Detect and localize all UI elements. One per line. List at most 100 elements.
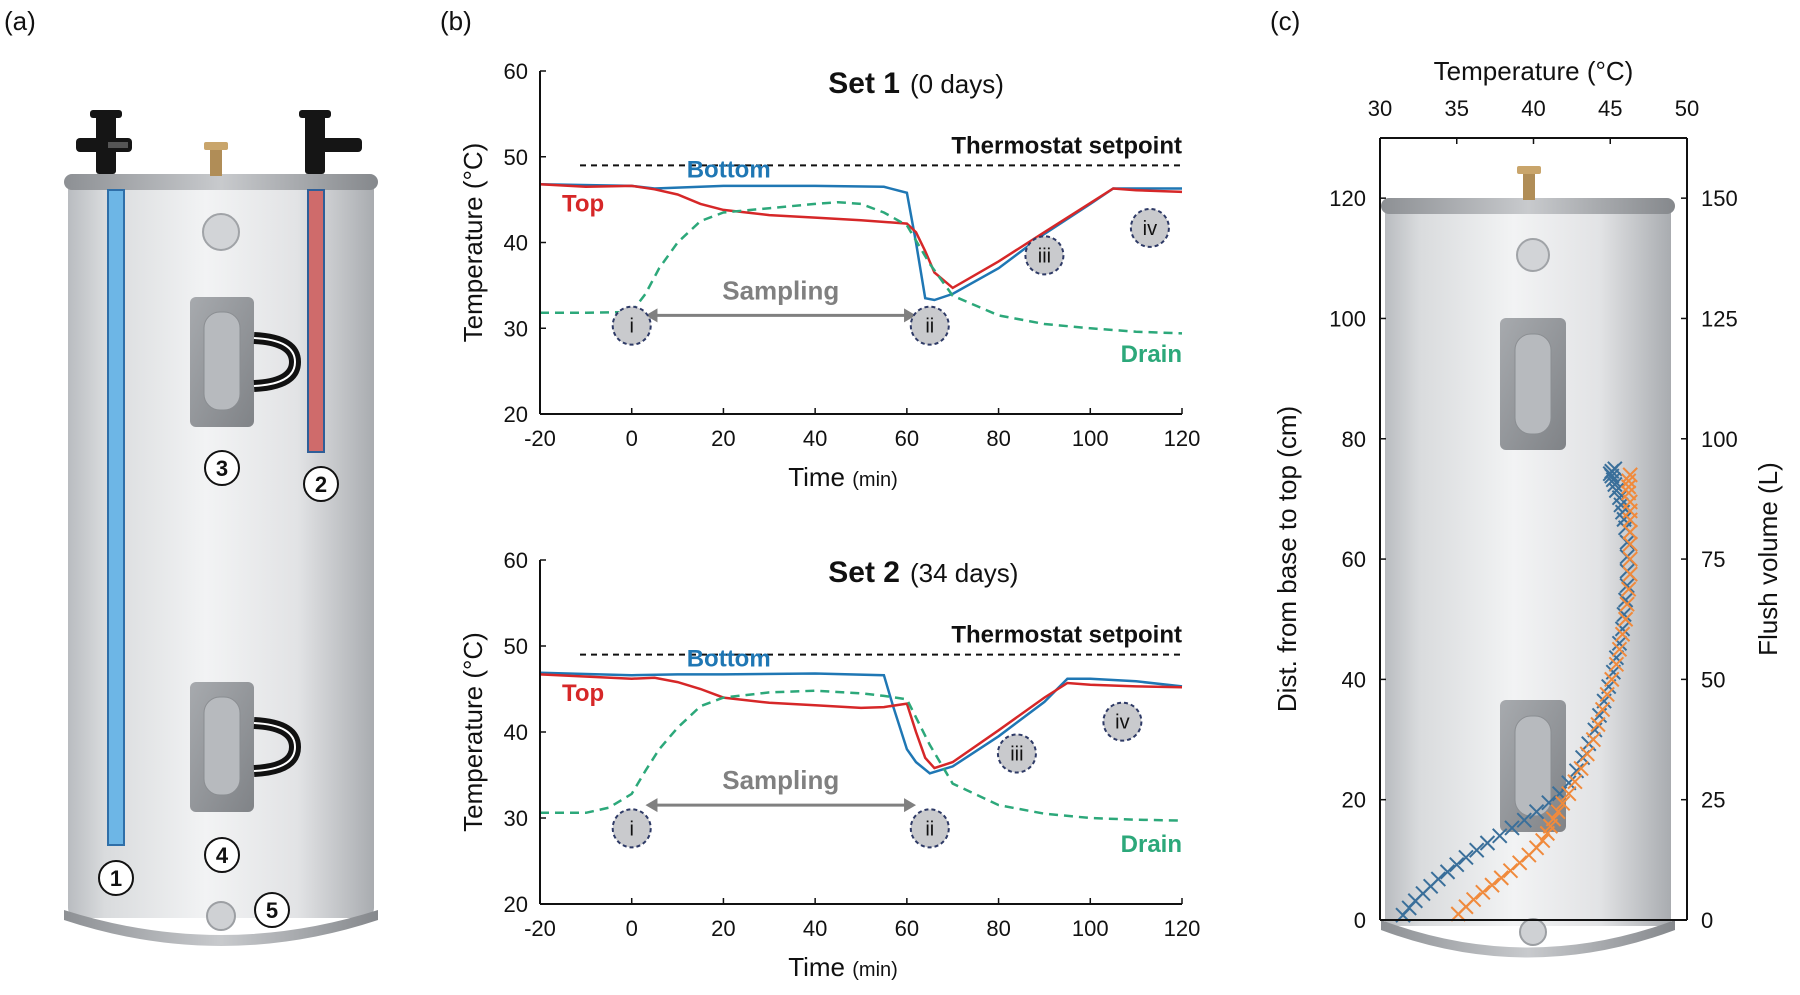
blue_cross-point <box>1611 635 1628 651</box>
set1-sampling-label: Sampling <box>722 275 839 305</box>
blue_cross-point <box>1607 461 1623 477</box>
orange-point <box>1550 804 1566 820</box>
drain-valve-icon <box>206 901 236 931</box>
tank-c-top-rim <box>1381 198 1675 214</box>
blue_cross-point <box>1619 577 1635 594</box>
set2-x-tick-label: 20 <box>711 916 735 941</box>
cold-inlet-valve-icon <box>76 110 132 174</box>
set2-top-line <box>539 673 1183 770</box>
orange-point <box>1599 686 1615 703</box>
relief-valve-icon <box>204 142 228 176</box>
orange-point <box>1590 716 1606 733</box>
tank-bottom-rim <box>64 910 378 946</box>
set2-phase-marker-iii <box>996 733 1037 774</box>
set2-x-tick-label: 60 <box>895 916 919 941</box>
profile-y-tick-label: 100 <box>1329 306 1366 331</box>
set1-y-axis-title: Temperature (°C) <box>458 143 488 343</box>
blue_cross-point <box>1449 856 1465 873</box>
profile-y2-tick-label: 100 <box>1701 427 1738 452</box>
profile-y-tick-label: 120 <box>1329 186 1366 211</box>
blue_cross-point <box>1479 835 1496 851</box>
heater-marker-label-1: 1 <box>110 866 122 891</box>
blue_cross-point <box>1561 775 1577 791</box>
set2-sampling-arrow-left-head <box>645 798 658 813</box>
heater-marker-label-3: 3 <box>216 456 228 481</box>
panel-c-label: (c) <box>1270 6 1300 36</box>
set1-phase-label-i: i <box>629 316 633 338</box>
set2-setpoint-label: Thermostat setpoint <box>951 622 1182 649</box>
set1-bottom-label: Bottom <box>687 156 771 183</box>
profile-x-tick-label: 30 <box>1368 96 1392 121</box>
panel-a-label: (a) <box>4 6 36 36</box>
set2-drain-line <box>540 689 1183 822</box>
tank-top-rim <box>64 174 378 190</box>
orange-point <box>1465 891 1482 908</box>
orange-point <box>1561 785 1577 802</box>
set2-title: Set 2 <box>828 556 900 589</box>
set1-phase-marker-i <box>611 305 652 346</box>
profile-y2-tick-label: 25 <box>1701 788 1725 813</box>
set2-x-tick-label: 40 <box>803 916 827 941</box>
orange-point <box>1573 760 1589 777</box>
set2-y-tick-label: 40 <box>504 720 528 745</box>
set1-phase-label-iv: iv <box>1143 218 1157 240</box>
blue_cross-point <box>1468 842 1485 858</box>
tank-c-logo-icon <box>1516 238 1550 272</box>
heater-marker-label-2: 2 <box>315 472 327 497</box>
profile-x-axis-title: Temperature (°C) <box>1434 56 1634 86</box>
set1-x-tick-label: -20 <box>524 426 556 451</box>
profile-x-tick-label: 45 <box>1598 96 1622 121</box>
set1-y-tick-label: 40 <box>504 231 528 256</box>
set1-phase-label-ii: ii <box>925 316 934 338</box>
heater-markers: 1 2 3 4 5 <box>98 450 339 928</box>
orange-point <box>1622 467 1638 483</box>
chart-profile: 30 35 40 45 50 0 20 40 60 80 100 120 0 25 50 75 100 125 15… <box>1272 56 1783 933</box>
blue_cross-point <box>1616 606 1632 623</box>
set2-phase-label-iv: iv <box>1115 712 1129 734</box>
tank-c-upper-plate-cover <box>1514 333 1552 435</box>
set2-phase-label-i: i <box>629 818 633 840</box>
set1-x-tick-label: 40 <box>803 426 827 451</box>
set2-y-axis-title: Temperature (°C) <box>458 632 488 832</box>
orange-point <box>1585 731 1602 748</box>
set1-phase-marker-ii <box>909 305 950 346</box>
set1-x-tick-label: 80 <box>986 426 1010 451</box>
set1-x-tick-label: 20 <box>711 426 735 451</box>
orange-point <box>1622 524 1638 540</box>
orange-point <box>1620 581 1637 597</box>
set2-y-tick-label: 20 <box>504 892 528 917</box>
set1-drain-line <box>540 200 1183 335</box>
set1-sampling-arrow-right-head <box>904 308 917 323</box>
lower-access-plate <box>190 682 302 812</box>
orange-point <box>1622 536 1638 552</box>
profile-y2-tick-label: 125 <box>1701 306 1738 331</box>
orange-point <box>1554 795 1571 812</box>
blue_cross-point <box>1608 650 1625 666</box>
heater-marker-3 <box>204 450 240 486</box>
tank-c-bottom-rim <box>1381 920 1675 958</box>
water-heater-illustration <box>64 110 378 946</box>
profile-y-tick-label: 40 <box>1342 667 1366 692</box>
orange-point <box>1535 832 1551 849</box>
orange-point <box>1475 884 1491 901</box>
orange-point <box>1493 870 1509 886</box>
set2-bottom-label: Bottom <box>687 646 771 673</box>
blue_cross-point <box>1607 476 1623 493</box>
tank-c-lower-plate-cover <box>1514 715 1552 817</box>
set2-phase-label-iii: iii <box>1010 744 1023 766</box>
profile-x-tick-label: 35 <box>1445 96 1469 121</box>
tank-c-drain-icon <box>1519 918 1547 946</box>
tank-c-relief-cap-icon <box>1517 166 1541 174</box>
heater-marker-1 <box>98 860 134 896</box>
orange-point <box>1617 611 1634 627</box>
panel-a: (a) <box>4 6 378 946</box>
profile-x-tick-label: 40 <box>1521 96 1545 121</box>
profile-y-tick-label: 20 <box>1342 788 1366 813</box>
orange-point <box>1545 811 1562 827</box>
set2-sampling-label: Sampling <box>722 765 839 795</box>
blue_cross-point <box>1504 820 1520 836</box>
set1-drain-label: Drain <box>1121 341 1182 368</box>
set2-phase-marker-iv <box>1102 701 1143 742</box>
set2-x-axis-title: Time (min) <box>788 952 898 982</box>
panel-b: (b) Set 1 (0 days) Thermostat setpoint Bott… <box>440 6 1200 982</box>
